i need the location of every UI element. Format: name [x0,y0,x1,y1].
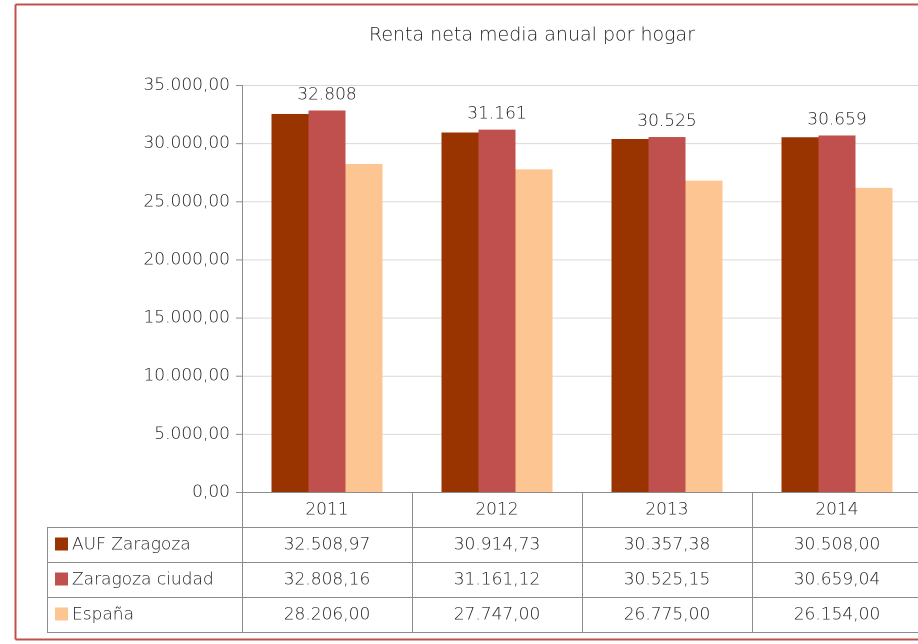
x-tick-label: 2014 [815,500,858,520]
data-label: 30.525 [637,111,696,131]
y-tick-label: 25.000,00 [143,191,230,211]
data-label: 32.808 [297,84,356,104]
x-tick-label: 2013 [645,500,688,520]
data-label: 31.161 [467,104,526,124]
table-cell: 27.747,00 [454,605,541,625]
table-cell: 26.775,00 [624,605,711,625]
bar [308,110,346,492]
y-tick-label: 10.000,00 [143,366,230,386]
bar [685,180,723,492]
y-tick-label: 20.000,00 [143,249,230,269]
table-cell: 28.206,00 [284,605,371,625]
bar [345,164,383,492]
table-cell: 32.508,97 [284,535,371,555]
table-cell: 30.914,73 [454,535,541,555]
y-tick-label: 0,00 [192,482,230,502]
bar [271,113,309,493]
table-cell: 30.357,38 [624,535,711,555]
bar [441,132,479,492]
table-cell: 26.154,00 [794,605,881,625]
legend-label: Zaragoza ciudad [72,570,214,590]
bar [478,129,516,492]
table-cell: 30.659,04 [794,570,881,590]
table-cell: 30.525,15 [624,570,711,590]
legend-key [55,537,68,551]
bar [781,137,819,493]
legend-label: AUF Zaragoza [72,535,191,555]
bar [648,137,686,492]
table-cell: 31.161,12 [454,570,541,590]
data-label: 30.659 [807,109,866,129]
bar [818,135,856,492]
chart-title: Renta neta media anual por hogar [369,24,695,46]
bar [515,169,553,492]
legend-label: España [72,605,134,625]
bar [855,187,893,493]
x-tick-label: 2012 [475,500,518,520]
y-tick-label: 15.000,00 [143,308,230,328]
y-tick-label: 30.000,00 [143,133,230,153]
bar [611,138,649,492]
table-cell: 30.508,00 [794,535,881,555]
y-tick-label: 35.000,00 [143,75,230,95]
table-cell: 32.808,16 [284,570,371,590]
x-tick-label: 2011 [305,500,348,520]
legend-key [55,607,68,621]
legend-key [55,572,68,586]
y-tick-label: 5.000,00 [154,424,230,444]
